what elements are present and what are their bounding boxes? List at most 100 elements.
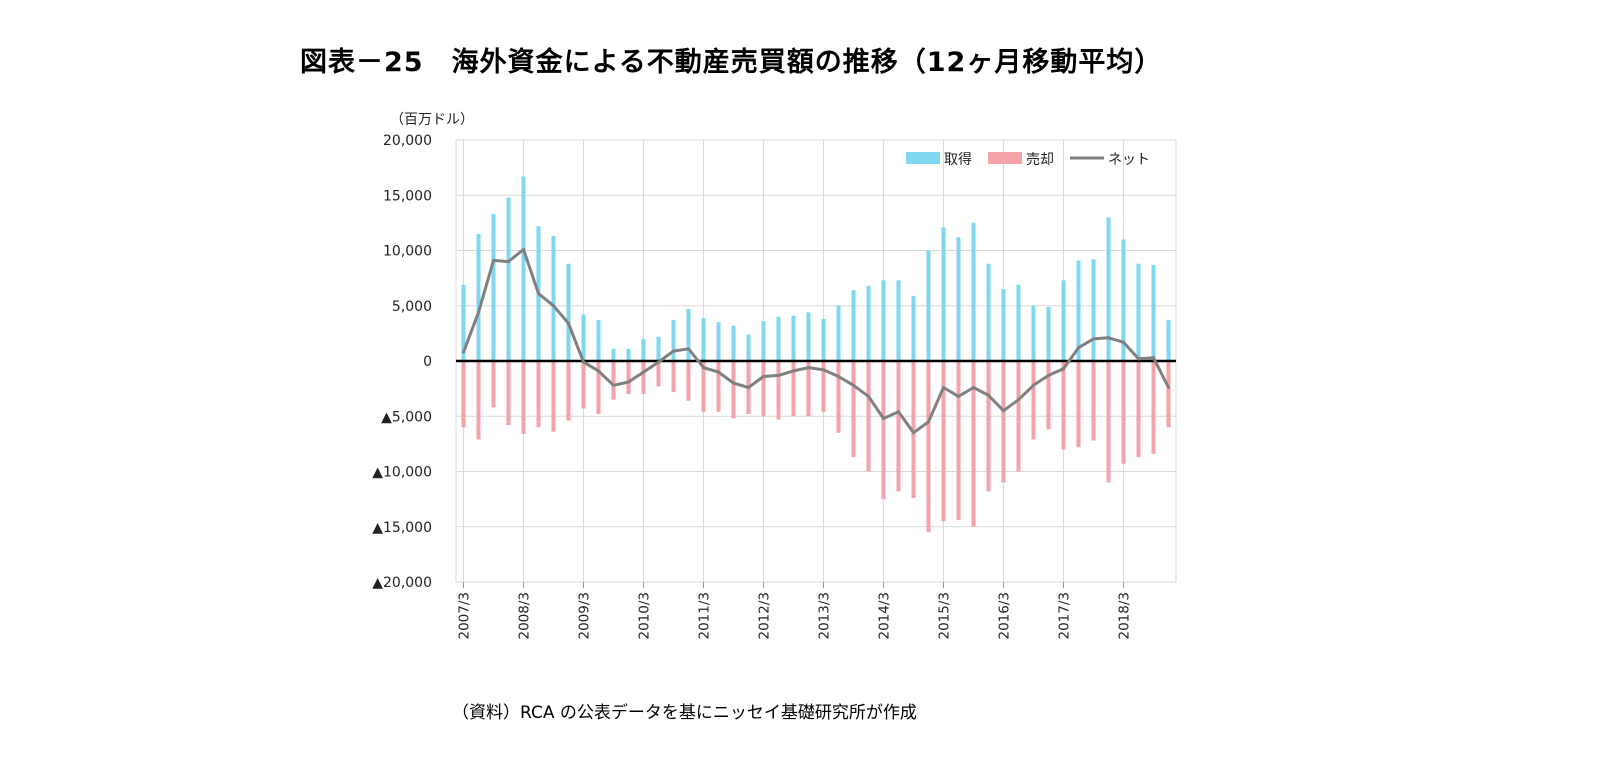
bar-sale (881, 361, 886, 500)
bar-sale (1121, 361, 1126, 464)
bar-sale (581, 361, 586, 409)
bar-acquisition (1121, 239, 1126, 361)
bars (461, 176, 1171, 533)
bar-acquisition (851, 290, 856, 361)
bar-sale (626, 361, 631, 395)
bar-acquisition (821, 319, 826, 361)
y-tick-label: 15,000 (383, 188, 432, 204)
bar-acquisition (746, 334, 751, 361)
bar-sale (1001, 361, 1006, 483)
net-point (897, 410, 900, 414)
bar-sale (566, 361, 571, 421)
bar-acquisition (641, 338, 646, 361)
axes: 20,000 15,000 10,000 5,000 0 ▲5,000 ▲10,000 ▲15… (372, 112, 1132, 640)
bar-sale (701, 361, 706, 412)
bar-acquisition (986, 263, 991, 361)
bar-sale (806, 361, 811, 417)
net-point (642, 370, 645, 374)
bar-acquisition (911, 295, 916, 361)
x-tick-label: 2008/3 (517, 592, 533, 640)
x-tick-label: 2015/3 (937, 592, 953, 640)
bar-acquisition (971, 222, 976, 361)
net-point (927, 420, 930, 424)
bar-acquisition (1046, 306, 1051, 361)
bar-sale (1031, 361, 1036, 440)
bar-acquisition (476, 233, 481, 361)
bar-sale (821, 361, 826, 412)
bar-sale (491, 361, 496, 408)
bar-sale (656, 361, 661, 387)
y-tick-label: 20,000 (383, 133, 432, 149)
net-point (477, 310, 480, 314)
x-tick-label: 2018/3 (1117, 592, 1133, 640)
bar-acquisition (941, 227, 946, 361)
bar-sale (476, 361, 481, 440)
bar-sale (521, 361, 526, 434)
net-point (837, 374, 840, 378)
net-point (582, 360, 585, 364)
net-point (1137, 357, 1140, 361)
bar-acquisition (791, 315, 796, 361)
net-point (1047, 373, 1050, 377)
bar-acquisition (686, 309, 691, 361)
net-line (462, 247, 1170, 435)
bar-sale (506, 361, 511, 426)
net-point (942, 386, 945, 390)
net-point (687, 347, 690, 351)
bar-acquisition (1136, 263, 1141, 361)
net-point (882, 416, 885, 420)
net-point (492, 258, 495, 262)
bar-acquisition (1076, 260, 1081, 361)
net-point (1122, 340, 1125, 344)
bar-acquisition (1031, 305, 1036, 361)
y-tick-label: 10,000 (383, 244, 432, 260)
net-point (1062, 367, 1065, 371)
bar-sale (791, 361, 796, 417)
net-point (597, 369, 600, 373)
net-point (852, 383, 855, 387)
bar-sale (1061, 361, 1066, 450)
net-point (522, 247, 525, 251)
bar-acquisition (926, 250, 931, 361)
bar-sale (461, 361, 466, 428)
net-line-layer (462, 247, 1170, 435)
bar-sale (596, 361, 601, 415)
net-point (867, 394, 870, 398)
bar-sale (716, 361, 721, 412)
bar-sale (1046, 361, 1051, 430)
bar-sale (956, 361, 961, 521)
legend-swatch-sale (988, 152, 1022, 164)
bar-acquisition (1016, 284, 1021, 361)
bar-acquisition (896, 280, 901, 361)
net-point (732, 381, 735, 385)
bar-sale (731, 361, 736, 419)
net-point (777, 373, 780, 377)
x-tick-label: 2016/3 (997, 592, 1013, 640)
net-point (972, 386, 975, 390)
net-point (1092, 337, 1095, 341)
net-point (672, 349, 675, 353)
bar-sale (1151, 361, 1156, 454)
bar-acquisition (506, 197, 511, 361)
bar-acquisition (581, 314, 586, 361)
bar-sale (776, 361, 781, 420)
net-point (702, 366, 705, 370)
net-point (762, 374, 765, 378)
net-point (987, 393, 990, 397)
bar-sale (1166, 361, 1171, 428)
net-point (612, 383, 615, 387)
y-unit-label: （百万ドル） (390, 112, 474, 128)
bar-acquisition (491, 214, 496, 361)
bar-sale (611, 361, 616, 400)
net-point (912, 431, 915, 435)
bar-acquisition (866, 285, 871, 361)
bar-sale (986, 361, 991, 492)
bar-sale (641, 361, 646, 395)
net-point (657, 360, 660, 364)
net-point (717, 370, 720, 374)
legend: 取得 売却 ネット (906, 151, 1150, 168)
net-point (1167, 386, 1170, 390)
bar-sale (896, 361, 901, 492)
legend-label-sale: 売却 (1026, 152, 1054, 168)
